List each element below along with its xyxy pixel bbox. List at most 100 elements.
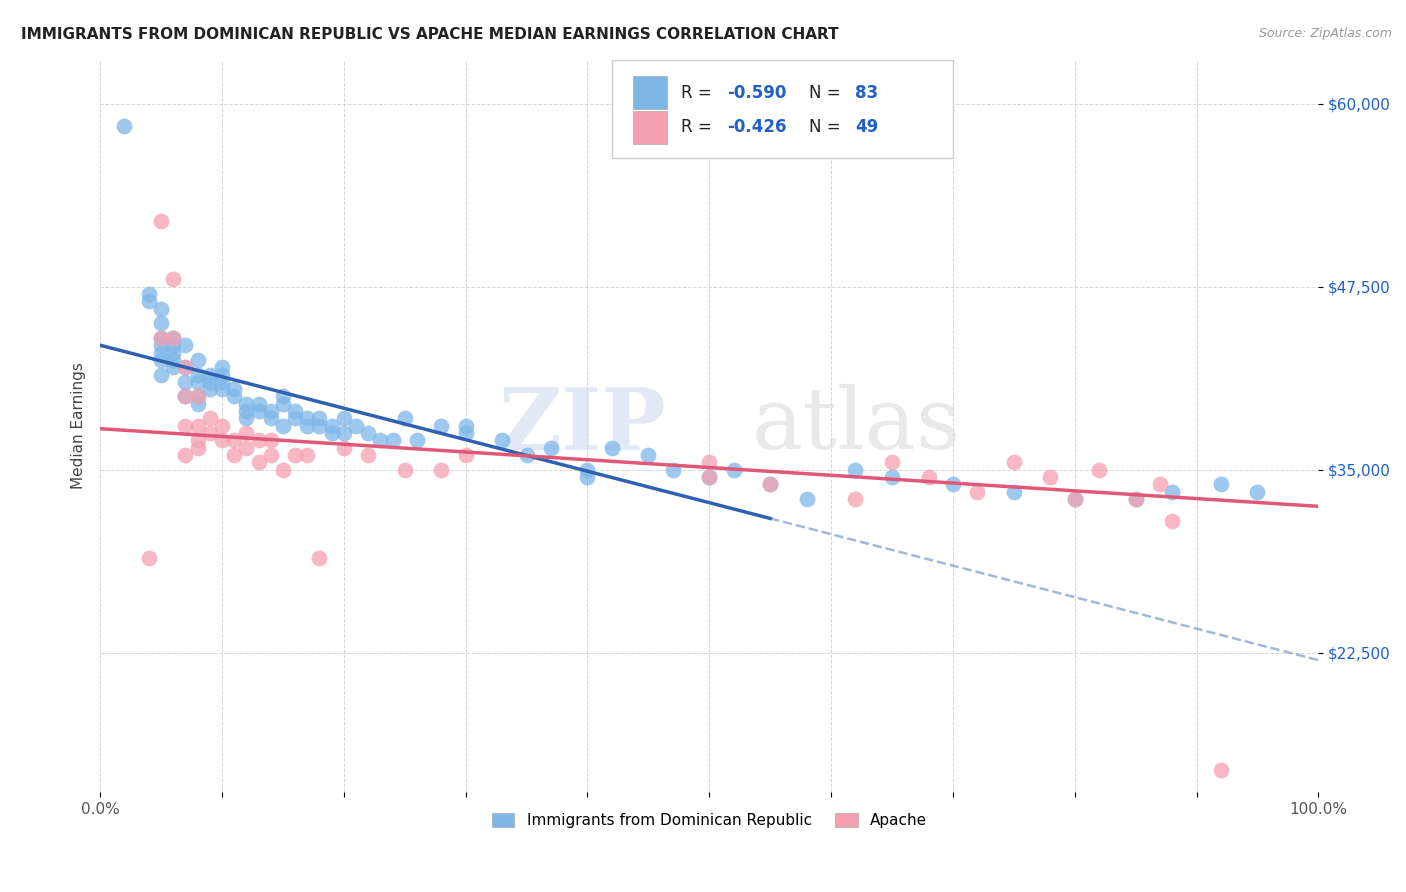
Point <box>491 434 513 448</box>
Point <box>174 360 197 375</box>
Point <box>297 411 319 425</box>
Point <box>174 389 197 403</box>
Point <box>1149 477 1171 491</box>
Point <box>576 470 599 484</box>
Point <box>198 411 221 425</box>
Point <box>454 426 477 441</box>
Point <box>187 389 209 403</box>
Point <box>260 434 283 448</box>
Point <box>333 411 356 425</box>
Point <box>430 463 453 477</box>
Point <box>297 448 319 462</box>
Text: -0.426: -0.426 <box>727 118 787 136</box>
Point <box>150 331 173 345</box>
Point <box>247 397 270 411</box>
Point <box>260 404 283 418</box>
Point <box>260 411 283 425</box>
Point <box>247 404 270 418</box>
Point <box>162 331 184 345</box>
Point <box>187 375 209 389</box>
Text: N =: N = <box>810 84 846 102</box>
Point <box>247 455 270 469</box>
Point <box>1209 763 1232 777</box>
Point <box>271 463 294 477</box>
Point <box>723 463 745 477</box>
Point <box>174 375 197 389</box>
Point <box>406 434 429 448</box>
Point <box>150 345 173 359</box>
Point <box>224 389 246 403</box>
Point <box>162 338 184 352</box>
Point <box>1039 470 1062 484</box>
Point <box>198 368 221 382</box>
Point <box>174 389 197 403</box>
Point <box>150 352 173 367</box>
Point <box>187 418 209 433</box>
Point <box>1063 491 1085 506</box>
Point <box>187 434 209 448</box>
Point <box>697 470 720 484</box>
Point <box>759 477 782 491</box>
Point <box>1063 491 1085 506</box>
Point <box>697 455 720 469</box>
Point <box>211 434 233 448</box>
Text: -0.590: -0.590 <box>727 84 787 102</box>
Point <box>333 426 356 441</box>
Point <box>187 368 209 382</box>
Point <box>454 418 477 433</box>
Point <box>661 463 683 477</box>
Point <box>150 368 173 382</box>
Point <box>198 375 221 389</box>
Point <box>394 411 416 425</box>
Point <box>1125 491 1147 506</box>
Point <box>162 272 184 286</box>
Point <box>1161 514 1184 528</box>
Point <box>235 397 257 411</box>
Point <box>1246 484 1268 499</box>
Point <box>284 404 307 418</box>
Point <box>297 418 319 433</box>
Point <box>284 448 307 462</box>
Point <box>515 448 537 462</box>
Point <box>174 448 197 462</box>
Point <box>150 338 173 352</box>
Text: ZIP: ZIP <box>499 384 666 467</box>
Text: 49: 49 <box>855 118 879 136</box>
Point <box>211 382 233 396</box>
Text: Source: ZipAtlas.com: Source: ZipAtlas.com <box>1258 27 1392 40</box>
Point <box>454 448 477 462</box>
Point <box>235 426 257 441</box>
Point <box>174 338 197 352</box>
Text: R =: R = <box>682 118 717 136</box>
Point <box>796 491 818 506</box>
Point <box>917 470 939 484</box>
Point <box>284 411 307 425</box>
Point <box>321 426 343 441</box>
FancyBboxPatch shape <box>633 77 666 110</box>
Point <box>308 550 330 565</box>
Point <box>138 287 160 301</box>
FancyBboxPatch shape <box>633 111 666 144</box>
Text: IMMIGRANTS FROM DOMINICAN REPUBLIC VS APACHE MEDIAN EARNINGS CORRELATION CHART: IMMIGRANTS FROM DOMINICAN REPUBLIC VS AP… <box>21 27 839 42</box>
Point <box>150 316 173 330</box>
Point <box>844 463 866 477</box>
Point <box>247 434 270 448</box>
Point <box>150 301 173 316</box>
Point <box>966 484 988 499</box>
Text: atlas: atlas <box>752 384 962 467</box>
Point <box>1002 484 1025 499</box>
Point <box>235 441 257 455</box>
Point <box>1209 477 1232 491</box>
Point <box>880 470 903 484</box>
Point <box>211 375 233 389</box>
Point <box>600 441 623 455</box>
Point <box>235 404 257 418</box>
Point <box>174 360 197 375</box>
Point <box>430 418 453 433</box>
Point <box>357 448 380 462</box>
Point <box>942 477 965 491</box>
Point <box>162 360 184 375</box>
Point <box>174 418 197 433</box>
Point <box>1125 491 1147 506</box>
FancyBboxPatch shape <box>612 60 953 159</box>
